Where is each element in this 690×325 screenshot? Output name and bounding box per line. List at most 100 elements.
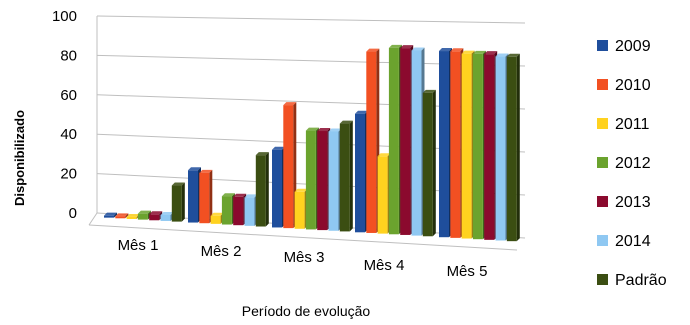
bar (388, 44, 402, 235)
bar-top (450, 48, 464, 52)
bar-side (265, 152, 269, 227)
chart-bars (104, 44, 520, 242)
legend-swatch (597, 196, 608, 207)
bar (244, 194, 258, 226)
bar-top (328, 128, 342, 132)
bar-front (400, 48, 411, 235)
bar-front (188, 170, 198, 223)
legend-item: 2013 (597, 194, 651, 211)
bar (104, 212, 117, 218)
bar-front (221, 196, 232, 225)
bar-front (137, 213, 148, 220)
y-tick-label: 0 (69, 205, 77, 222)
bar-front (199, 172, 210, 224)
legend-swatch (597, 274, 608, 285)
bar (233, 193, 247, 226)
bar (422, 89, 436, 237)
bar (188, 167, 201, 223)
bar-front (495, 56, 506, 241)
legend-swatch (597, 79, 608, 90)
bar-front (472, 53, 483, 240)
bar (221, 193, 235, 225)
bar-front (461, 53, 472, 239)
x-category-label: Mês 3 (284, 249, 325, 266)
bar-front (160, 214, 171, 221)
bar (305, 127, 319, 230)
bar-top (484, 51, 498, 55)
bar (115, 213, 129, 219)
legend-swatch (597, 157, 608, 168)
y-tick-label: 80 (60, 47, 77, 64)
bar-top (160, 211, 174, 215)
bar (317, 128, 331, 231)
bar-top (439, 48, 452, 52)
bar (283, 102, 297, 229)
chart-legend: 2009 2010 2011 2012 2013 2014 Padrão (597, 38, 667, 289)
bar-top (305, 127, 319, 131)
bar-front (339, 123, 350, 232)
bar (210, 212, 224, 224)
bar-front (294, 191, 305, 229)
y-tick-label: 100 (52, 8, 77, 25)
bar-top (283, 102, 297, 106)
bar-front (244, 197, 255, 226)
legend-item: 2010 (597, 77, 651, 94)
bar-top (104, 212, 117, 216)
bar (294, 188, 308, 229)
bar-top (506, 53, 520, 57)
x-category-label: Mês 5 (447, 263, 488, 280)
bar-front (328, 131, 339, 231)
bar-front (388, 47, 399, 235)
y-axis-label: Disponibilizado (12, 110, 27, 206)
y-tick-label: 40 (60, 126, 77, 143)
bar-side (181, 182, 185, 222)
bar-front (283, 105, 294, 229)
x-category-label: Mês 2 (201, 243, 242, 260)
bar-top (115, 213, 129, 217)
legend-item: 2014 (597, 233, 651, 250)
x-category-label: Mês 1 (118, 237, 159, 254)
bar (272, 146, 285, 228)
bar-top (495, 53, 509, 57)
legend-swatch (597, 235, 608, 246)
legend-label: Padrão (615, 272, 667, 289)
y-tick-labels: 0 20 40 60 80 100 (52, 8, 77, 222)
bar-front (377, 156, 388, 234)
bar-top (461, 50, 475, 54)
floor-edge-left (88, 212, 98, 226)
bar-top (233, 193, 247, 197)
y-tick-label: 60 (60, 87, 77, 104)
bar (366, 48, 380, 233)
y-tick-label: 20 (60, 166, 77, 183)
bar (439, 48, 452, 238)
legend-swatch (597, 40, 608, 51)
bar (339, 120, 353, 232)
bar-front (171, 185, 182, 222)
bar-side (516, 53, 520, 242)
bar-front (450, 51, 461, 238)
legend-label: 2012 (615, 155, 651, 172)
bar-front (506, 56, 517, 242)
bar (255, 152, 269, 227)
bar-front (115, 216, 126, 219)
bar (400, 45, 414, 235)
bar-side (209, 169, 213, 224)
legend-label: 2010 (615, 77, 651, 94)
bar-top (255, 152, 269, 156)
bar-side (114, 212, 117, 218)
chart-axes (88, 16, 518, 251)
legend-item: 2011 (597, 116, 650, 133)
bar-top (388, 44, 402, 48)
bar (137, 210, 151, 220)
bar-side (432, 89, 436, 237)
bar (506, 53, 520, 242)
bar-front (366, 51, 377, 233)
bar-front (126, 216, 137, 219)
x-axis-line (88, 224, 518, 251)
gridline (96, 15, 526, 24)
bar-front (210, 215, 221, 224)
bar (355, 110, 368, 233)
legend-item: 2009 (597, 38, 651, 55)
bar-front (411, 50, 422, 236)
